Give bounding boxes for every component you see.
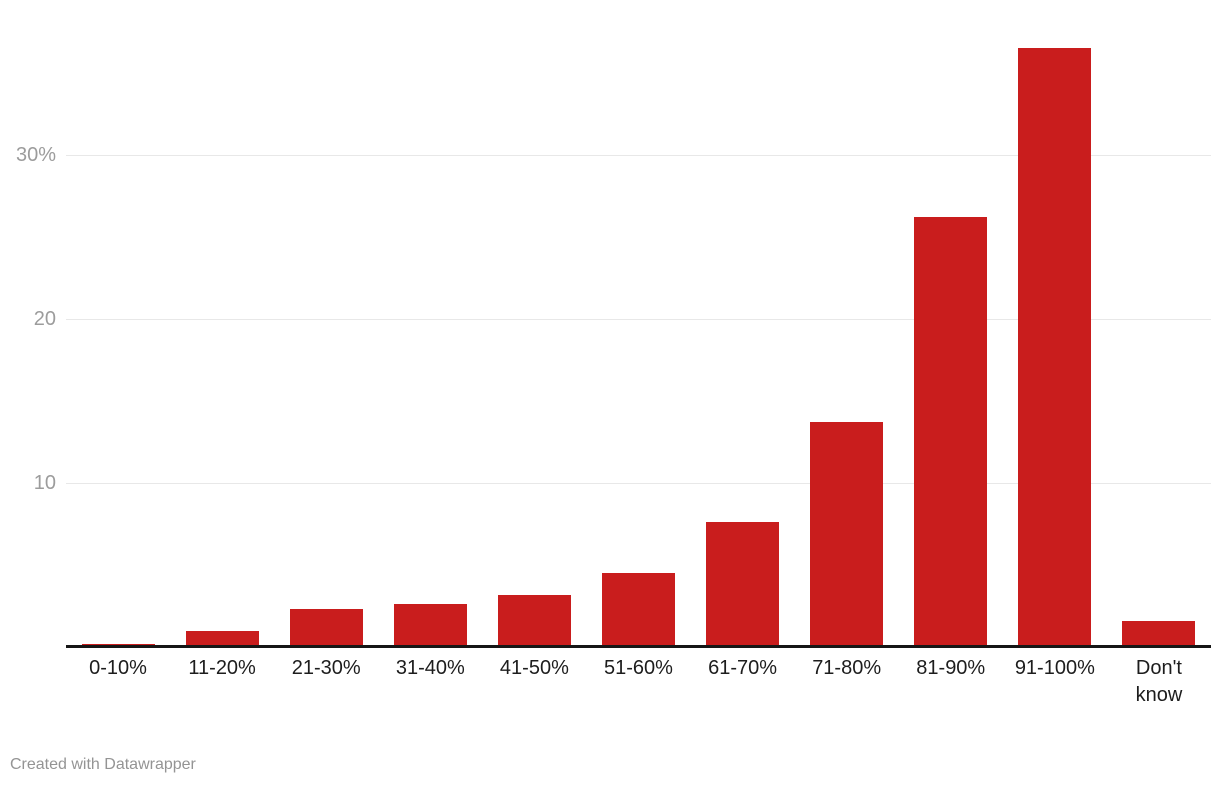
bar-91-100-[interactable] xyxy=(1018,48,1092,647)
x-axis-tick-label: 61-70% xyxy=(708,657,778,679)
y-gridline-10 xyxy=(66,483,1211,484)
bar-61-70-[interactable] xyxy=(706,522,780,647)
bar-21-30-[interactable] xyxy=(289,609,363,647)
x-axis-line xyxy=(66,645,1211,648)
x-axis-tick-label: 11-20% xyxy=(188,657,256,679)
x-axis-tick-label: 31-40% xyxy=(395,657,465,679)
x-axis-tick-label: 21-30% xyxy=(291,657,361,679)
bar-don-t-know[interactable] xyxy=(1122,620,1196,647)
bar-41-50-[interactable] xyxy=(497,594,571,647)
y-axis-tick-label: 10 xyxy=(33,472,56,494)
x-axis-tick-label: Don't know xyxy=(1135,657,1183,706)
bar-71-80-[interactable] xyxy=(810,422,884,647)
y-gridline-30 xyxy=(66,155,1211,156)
bar-51-60-[interactable] xyxy=(602,573,675,647)
datawrapper-attribution-link[interactable]: Created with Datawrapper xyxy=(10,756,196,773)
x-axis-tick-label: 81-90% xyxy=(916,657,986,679)
y-axis-tick-label: 20 xyxy=(33,308,56,330)
x-axis-tick-label: 41-50% xyxy=(499,657,569,679)
x-axis-tick-label: 91-100% xyxy=(1014,657,1095,679)
y-gridline-20 xyxy=(66,319,1211,320)
bar-81-90-[interactable] xyxy=(914,217,988,647)
bar-11-20-[interactable] xyxy=(185,630,259,647)
x-axis-tick-label: 51-60% xyxy=(604,657,673,679)
x-axis-tick-label: 71-80% xyxy=(812,657,882,679)
y-axis-tick-label: 30% xyxy=(15,144,56,166)
bar-31-40-[interactable] xyxy=(393,604,467,647)
x-axis-tick-label: 0-10% xyxy=(89,657,147,679)
